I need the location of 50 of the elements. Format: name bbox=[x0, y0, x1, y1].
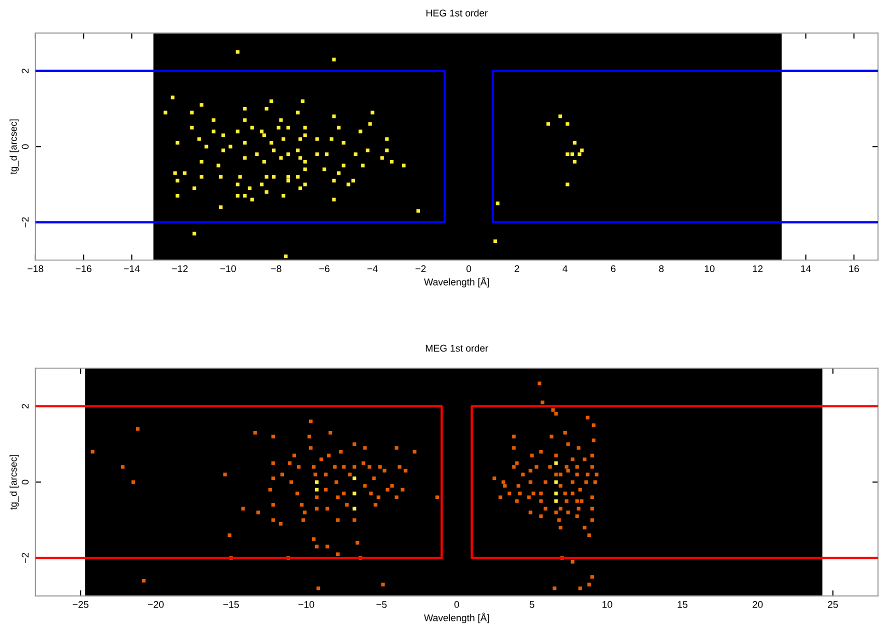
point bbox=[554, 492, 558, 496]
x-tick-label: −16 bbox=[76, 265, 92, 272]
point bbox=[554, 480, 558, 484]
point bbox=[315, 480, 319, 484]
x-tick-label: −6 bbox=[319, 265, 330, 272]
chart-title: HEG 1st order bbox=[426, 9, 488, 16]
point bbox=[352, 476, 356, 480]
x-tick-label: −25 bbox=[72, 601, 88, 608]
x-tick-label: −10 bbox=[298, 601, 314, 608]
y-tick-label: 2 bbox=[22, 404, 29, 408]
point bbox=[352, 506, 356, 510]
x-tick-label: 0 bbox=[466, 265, 472, 272]
point bbox=[352, 492, 356, 496]
x-tick-label: 4 bbox=[562, 265, 568, 272]
x-tick-label: −12 bbox=[172, 265, 188, 272]
x-tick-label: 6 bbox=[611, 265, 616, 272]
point bbox=[554, 461, 558, 465]
x-axis-title: Wavelength [Å] bbox=[424, 276, 489, 288]
x-tick-label: 5 bbox=[530, 601, 534, 608]
y-tick-label: −2 bbox=[22, 217, 29, 228]
x-axis-title: Wavelength [Å] bbox=[424, 612, 489, 624]
point bbox=[554, 499, 558, 503]
x-tick-label: 25 bbox=[828, 601, 838, 608]
y-tick-label: −2 bbox=[22, 552, 29, 564]
y-axis-title: tg_d [arcsec] bbox=[10, 454, 19, 510]
x-tick-label: 8 bbox=[659, 265, 664, 272]
x-tick-label: −14 bbox=[124, 265, 140, 272]
x-tick-label: 0 bbox=[454, 601, 460, 608]
point bbox=[315, 488, 319, 492]
x-tick-label: 14 bbox=[801, 265, 811, 272]
x-tick-label: −5 bbox=[376, 601, 387, 608]
x-tick-label: 20 bbox=[752, 601, 763, 608]
x-tick-label: −8 bbox=[271, 265, 282, 272]
x-tick-label: 10 bbox=[704, 265, 715, 272]
x-tick-label: −10 bbox=[220, 265, 236, 272]
y-tick-label: 2 bbox=[22, 68, 29, 74]
y-axis-title: tg_d [arcsec] bbox=[10, 119, 19, 174]
x-tick-label: −2 bbox=[416, 265, 426, 272]
x-tick-label: 15 bbox=[678, 601, 688, 608]
x-tick-label: −15 bbox=[223, 601, 239, 608]
x-tick-label: 12 bbox=[752, 265, 763, 272]
x-tick-label: −20 bbox=[148, 601, 164, 608]
y-tick-label: 0 bbox=[22, 480, 29, 484]
chart-title: MEG 1st order bbox=[426, 344, 488, 352]
x-tick-label: −18 bbox=[28, 265, 44, 272]
y-tick-label: 0 bbox=[22, 144, 29, 149]
x-tick-label: 2 bbox=[514, 265, 520, 272]
x-tick-label: 16 bbox=[849, 265, 859, 272]
x-tick-label: 10 bbox=[602, 601, 612, 608]
x-tick-label: −4 bbox=[367, 265, 378, 272]
